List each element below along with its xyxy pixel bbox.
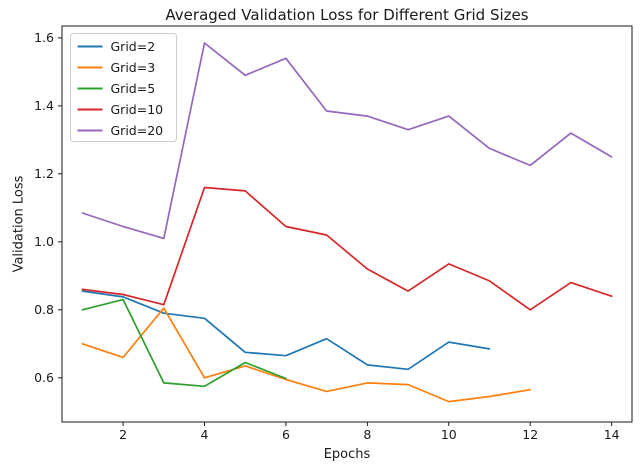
legend-label: Grid=5	[111, 81, 156, 96]
y-tick-label: 1.6	[34, 30, 54, 45]
legend-label: Grid=10	[111, 102, 164, 117]
x-tick-label: 6	[282, 427, 290, 442]
y-tick-label: 1.0	[34, 234, 54, 249]
y-axis-label: Validation Loss	[11, 175, 27, 273]
legend-label: Grid=3	[111, 60, 156, 75]
chart-title: Averaged Validation Loss for Different G…	[165, 6, 529, 24]
x-tick-label: 12	[522, 427, 538, 442]
x-tick-label: 2	[119, 427, 127, 442]
y-tick-label: 0.8	[34, 302, 54, 317]
line-grid-5	[81, 298, 287, 388]
legend-box	[70, 33, 177, 142]
line-grid-10	[81, 186, 613, 311]
line-grid-3	[81, 307, 532, 403]
line-grid-20	[81, 42, 613, 240]
legend-label: Grid=20	[111, 123, 164, 138]
axes-frame	[61, 25, 633, 423]
y-tick-label: 1.4	[34, 98, 54, 113]
x-axis-label: Epochs	[323, 447, 371, 462]
x-tick-label: 14	[604, 427, 620, 442]
legend-label: Grid=2	[111, 39, 156, 54]
x-tick-label: 8	[363, 427, 371, 442]
line-grid-2	[81, 290, 491, 371]
x-tick-label: 4	[201, 427, 209, 442]
y-tick-label: 0.6	[34, 370, 54, 385]
x-tick-label: 10	[441, 427, 457, 442]
y-tick-label: 1.2	[34, 166, 54, 181]
